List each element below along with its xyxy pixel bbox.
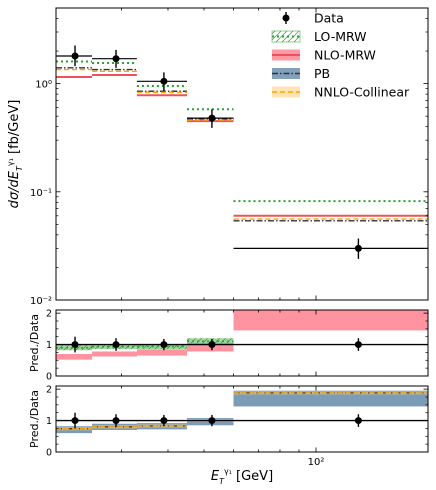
nlo-ratio-band bbox=[233, 310, 428, 331]
legend-marker bbox=[282, 14, 290, 22]
data-point bbox=[160, 417, 168, 425]
data-point bbox=[354, 417, 362, 425]
nlo-ratio-band bbox=[56, 354, 93, 360]
legend-swatch bbox=[271, 30, 301, 43]
y-tick-label: 1 bbox=[46, 340, 52, 351]
nlo-ratio-band bbox=[136, 349, 188, 356]
plot-frame bbox=[55, 309, 429, 377]
y-tick-label: 10⁰ bbox=[35, 80, 52, 91]
ratio-panel-lo-nlo: 0 1 2 Pred./Data bbox=[28, 309, 429, 383]
legend-entry-lo: LO-MRW bbox=[271, 29, 367, 44]
data-point bbox=[112, 55, 120, 63]
data-point bbox=[71, 341, 79, 349]
legend: Data LO-MRW NLO-MRW PB NNLO-Collinear bbox=[271, 11, 410, 100]
data-point bbox=[160, 341, 168, 349]
data-point bbox=[354, 244, 362, 252]
lo-ratio-hatch bbox=[187, 338, 234, 345]
y-tick-label: 2 bbox=[46, 309, 52, 320]
data-point bbox=[208, 341, 216, 349]
data-point bbox=[112, 341, 120, 349]
ratio-y-axis-label: Pred./Data bbox=[28, 390, 41, 448]
nnlo-ratio-band bbox=[92, 425, 137, 429]
ratio-y-axis-label: Pred./Data bbox=[28, 314, 41, 372]
legend-entry-data: Data bbox=[282, 11, 344, 26]
legend-label: PB bbox=[314, 66, 330, 81]
y-tick-label: 1 bbox=[46, 416, 52, 427]
legend-entry-nnlo: NNLO-Collinear bbox=[272, 85, 410, 100]
pb-ratio-band bbox=[233, 390, 428, 407]
x-axis-label: ETγ₁ [GeV] bbox=[211, 467, 273, 486]
legend-label: NNLO-Collinear bbox=[314, 85, 410, 100]
y-tick-label: 10⁻¹ bbox=[30, 188, 52, 199]
main-panel: 10⁰ 10⁻¹ 10⁻² dσ/dETγ₁ [fb/GeV] Data LO-MRW NL… bbox=[6, 7, 429, 307]
data-point bbox=[71, 52, 79, 60]
legend-label: NLO-MRW bbox=[314, 48, 376, 63]
legend-label: LO-MRW bbox=[314, 29, 367, 44]
legend-entry-nlo: NLO-MRW bbox=[272, 48, 376, 63]
data-point bbox=[354, 341, 362, 349]
x-axis-title: ETγ₁ [GeV] bbox=[211, 467, 273, 486]
nlo-ratio-band bbox=[92, 351, 137, 357]
data-point bbox=[208, 417, 216, 425]
legend-entry-pb: PB bbox=[272, 66, 330, 81]
y-tick-label: 10⁻² bbox=[30, 296, 52, 307]
plot-frame bbox=[55, 7, 429, 301]
ratio-panel-pb-nnlo: 10² 0 1 2 Pred./Data bbox=[28, 385, 429, 468]
data-point bbox=[160, 77, 168, 85]
y-axis-label: dσ/dETγ₁ [fb/GeV] bbox=[6, 100, 24, 209]
data-point bbox=[112, 417, 120, 425]
plot-frame bbox=[55, 385, 429, 453]
data-point bbox=[71, 417, 79, 425]
y-tick-label: 0 bbox=[46, 448, 52, 459]
legend-swatch bbox=[272, 86, 300, 98]
y-tick-label: 0 bbox=[46, 372, 52, 383]
legend-label: Data bbox=[314, 11, 344, 26]
x-tick-label: 10² bbox=[308, 457, 325, 468]
data-point bbox=[208, 114, 216, 122]
y-tick-label: 2 bbox=[46, 385, 52, 396]
